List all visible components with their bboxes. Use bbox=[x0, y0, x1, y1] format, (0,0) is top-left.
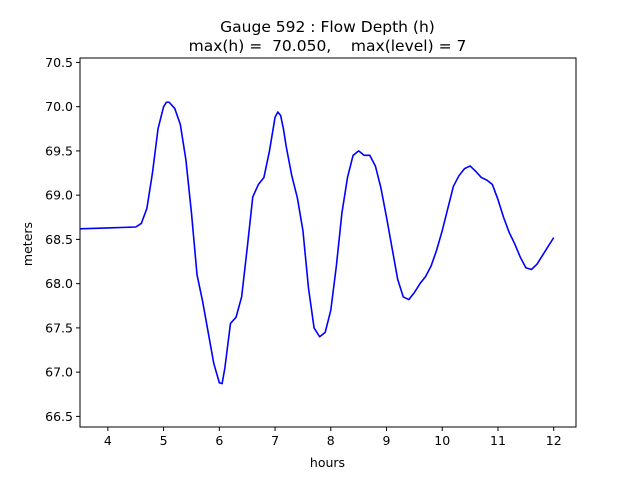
chart-title-line2: max(h) = 70.050, max(level) = 7 bbox=[189, 37, 467, 55]
y-tick-label: 67.5 bbox=[45, 320, 73, 335]
chart-title-line1: Gauge 592 : Flow Depth (h) bbox=[220, 18, 435, 36]
x-tick-label: 5 bbox=[160, 433, 168, 448]
y-tick-label: 70.0 bbox=[45, 99, 73, 114]
y-tick-label: 69.5 bbox=[45, 143, 73, 158]
x-tick-label: 7 bbox=[271, 433, 279, 448]
x-tick-label: 9 bbox=[383, 433, 391, 448]
x-tick-label: 10 bbox=[434, 433, 450, 448]
x-tick-label: 4 bbox=[104, 433, 112, 448]
x-tick-label: 11 bbox=[490, 433, 506, 448]
x-tick-label: 8 bbox=[327, 433, 335, 448]
y-tick-label: 70.5 bbox=[45, 55, 73, 70]
y-tick-label: 67.0 bbox=[45, 365, 73, 380]
y-tick-label: 66.5 bbox=[45, 409, 73, 424]
plot-area: 4 5 6 7 8 9 10 11 12 66.5 67.0 67.5 68.0 68.5 69.0 69.5… bbox=[45, 55, 577, 448]
y-tick-label: 69.0 bbox=[45, 188, 73, 203]
y-tick-label: 68.0 bbox=[45, 276, 73, 291]
y-tick-label: 68.5 bbox=[45, 232, 73, 247]
plot-frame bbox=[79, 57, 577, 428]
x-axis-label: hours bbox=[310, 455, 345, 470]
x-tick-label: 12 bbox=[546, 433, 562, 448]
series-line-0 bbox=[79, 101, 555, 385]
x-tick-label: 6 bbox=[215, 433, 223, 448]
y-axis-label: meters bbox=[20, 222, 35, 266]
